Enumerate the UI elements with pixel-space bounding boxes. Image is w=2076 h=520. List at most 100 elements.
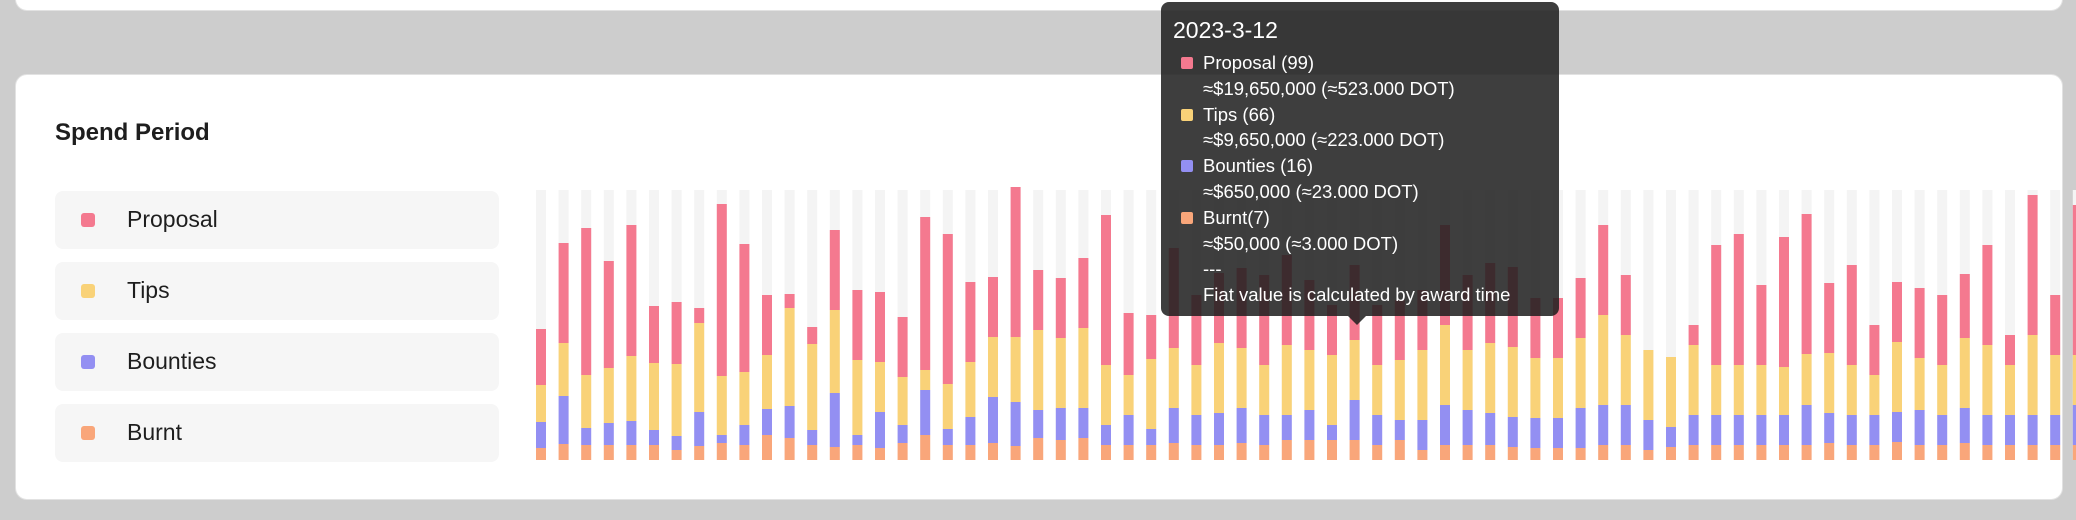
bar-segment-proposal[interactable] xyxy=(2027,195,2038,335)
bar-segment-proposal[interactable] xyxy=(1101,215,1111,365)
bar-segment-proposal[interactable] xyxy=(1801,214,1812,354)
bar-segment-bounties[interactable] xyxy=(2027,415,2038,445)
bar-segment-bounties[interactable] xyxy=(1485,413,1496,445)
bar-segment-bounties[interactable] xyxy=(1123,415,1134,445)
bar-segment-burnt[interactable] xyxy=(1281,440,1292,460)
bar-segment-bounties[interactable] xyxy=(762,409,772,435)
bar-segment-proposal[interactable] xyxy=(626,225,637,356)
bar-segment-burnt[interactable] xyxy=(852,445,863,460)
bar-segment-burnt[interactable] xyxy=(536,448,546,460)
bar-segment-tips[interactable] xyxy=(1146,359,1157,429)
bar-segment-bounties[interactable] xyxy=(649,430,659,445)
bar-segment-bounties[interactable] xyxy=(897,425,908,443)
bar-segment-tips[interactable] xyxy=(1101,365,1111,425)
bar-segment-tips[interactable] xyxy=(920,370,931,390)
bar-segment-proposal[interactable] xyxy=(920,217,931,370)
bar-segment-tips[interactable] xyxy=(649,363,659,430)
bar-segment-burnt[interactable] xyxy=(942,445,953,460)
bar-segment-proposal[interactable] xyxy=(1620,275,1631,335)
bar-segment-proposal[interactable] xyxy=(1530,298,1541,358)
bar-segment-tips[interactable] xyxy=(1485,343,1496,413)
bar-segment-proposal[interactable] xyxy=(1575,278,1586,338)
legend-item-bounties[interactable]: Bounties xyxy=(55,333,499,391)
bar-segment-proposal[interactable] xyxy=(784,294,795,308)
bar-segment-tips[interactable] xyxy=(942,384,953,429)
bar-segment-burnt[interactable] xyxy=(1168,443,1179,460)
bar-segment-tips[interactable] xyxy=(1575,338,1586,408)
bar-segment-proposal[interactable] xyxy=(875,292,885,362)
bar-segment-burnt[interactable] xyxy=(1101,445,1111,460)
bar-segment-bounties[interactable] xyxy=(1191,415,1202,445)
bar-segment-proposal[interactable] xyxy=(942,234,953,384)
bar-segment-tips[interactable] xyxy=(965,362,976,417)
bar-segment-bounties[interactable] xyxy=(603,423,614,445)
bar-segment-tips[interactable] xyxy=(536,385,546,422)
bar-segment-bounties[interactable] xyxy=(671,436,682,450)
bar-segment-tips[interactable] xyxy=(694,323,705,412)
bar-segment-bounties[interactable] xyxy=(1733,415,1744,445)
bar-segment-tips[interactable] xyxy=(1191,365,1202,415)
bar-segment-proposal[interactable] xyxy=(1711,245,1722,365)
bar-segment-proposal[interactable] xyxy=(2005,335,2015,365)
bar-segment-proposal[interactable] xyxy=(829,230,840,310)
bar-segment-bounties[interactable] xyxy=(965,417,976,445)
bar-segment-tips[interactable] xyxy=(784,308,795,406)
legend-item-proposal[interactable]: Proposal xyxy=(55,191,499,249)
bar-segment-burnt[interactable] xyxy=(1304,440,1315,460)
bar-segment-burnt[interactable] xyxy=(1485,445,1496,460)
bar-segment-bounties[interactable] xyxy=(1959,408,1970,443)
bar-segment-burnt[interactable] xyxy=(1666,447,1676,460)
bar-segment-tips[interactable] xyxy=(558,343,569,396)
bar-segment-tips[interactable] xyxy=(1304,350,1315,410)
bar-segment-burnt[interactable] xyxy=(1530,448,1541,460)
bar-segment-tips[interactable] xyxy=(1372,365,1383,415)
bar-segment-bounties[interactable] xyxy=(626,421,637,445)
bar-segment-bounties[interactable] xyxy=(784,406,795,438)
bar-segment-proposal[interactable] xyxy=(1869,325,1880,375)
bar-segment-burnt[interactable] xyxy=(603,445,614,460)
bar-segment-burnt[interactable] xyxy=(694,446,705,460)
bar-segment-tips[interactable] xyxy=(875,362,885,412)
bar-segment-burnt[interactable] xyxy=(1756,445,1767,460)
bar-segment-burnt[interactable] xyxy=(2027,445,2038,460)
bar-segment-bounties[interactable] xyxy=(829,393,840,447)
bar-segment-burnt[interactable] xyxy=(1869,445,1880,460)
bar-segment-burnt[interactable] xyxy=(1055,440,1066,460)
bar-segment-burnt[interactable] xyxy=(2005,445,2015,460)
bar-segment-burnt[interactable] xyxy=(784,438,795,460)
bar-segment-proposal[interactable] xyxy=(581,228,592,375)
bar-segment-tips[interactable] xyxy=(1281,345,1292,415)
bar-segment-burnt[interactable] xyxy=(1507,447,1518,460)
bar-segment-burnt[interactable] xyxy=(649,445,659,460)
bar-segment-proposal[interactable] xyxy=(1959,274,1970,338)
bar-segment-burnt[interactable] xyxy=(1937,445,1948,460)
bar-segment-bounties[interactable] xyxy=(1507,417,1518,447)
bar-segment-tips[interactable] xyxy=(1620,335,1631,405)
bar-segment-burnt[interactable] xyxy=(1779,445,1789,460)
bar-segment-burnt[interactable] xyxy=(1440,445,1450,460)
bar-segment-tips[interactable] xyxy=(2005,365,2015,415)
bar-segment-bounties[interactable] xyxy=(1801,405,1812,445)
bar-segment-burnt[interactable] xyxy=(920,435,931,460)
bar-segment-proposal[interactable] xyxy=(2050,295,2061,355)
bar-segment-bounties[interactable] xyxy=(1146,429,1157,445)
bar-segment-bounties[interactable] xyxy=(807,430,818,445)
bar-segment-bounties[interactable] xyxy=(1236,408,1247,443)
bar-segment-burnt[interactable] xyxy=(1982,445,1993,460)
bar-segment-burnt[interactable] xyxy=(807,445,818,460)
bar-segment-tips[interactable] xyxy=(1937,365,1948,415)
bar-segment-bounties[interactable] xyxy=(536,422,546,448)
bar-segment-burnt[interactable] xyxy=(1914,445,1925,460)
bar-segment-tips[interactable] xyxy=(603,368,614,423)
bar-segment-tips[interactable] xyxy=(716,376,727,435)
bar-segment-proposal[interactable] xyxy=(1372,305,1383,365)
bar-segment-tips[interactable] xyxy=(1824,353,1835,413)
bar-segment-tips[interactable] xyxy=(1530,358,1541,418)
bar-segment-burnt[interactable] xyxy=(1620,445,1631,460)
bar-segment-bounties[interactable] xyxy=(2072,405,2076,445)
bar-segment-proposal[interactable] xyxy=(988,277,998,337)
bar-segment-tips[interactable] xyxy=(897,377,908,425)
bar-segment-bounties[interactable] xyxy=(694,412,705,446)
bar-segment-bounties[interactable] xyxy=(2050,415,2061,445)
bar-segment-burnt[interactable] xyxy=(1733,445,1744,460)
